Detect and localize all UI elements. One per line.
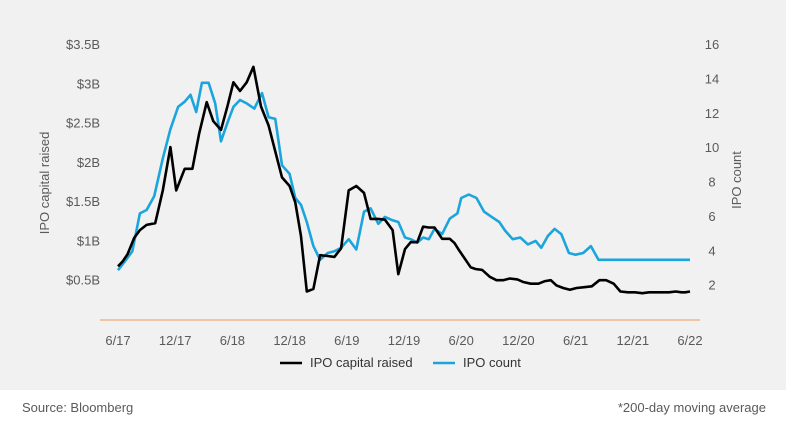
left-tick-label: $2B [77,155,100,170]
left-tick-label: $3B [77,76,100,91]
x-tick-label: 12/19 [388,333,421,348]
right-tick-label: 10 [705,140,719,155]
chart-panel [0,0,786,390]
ipo-capital-line [117,65,691,295]
x-tick-label: 6/18 [220,333,245,348]
ipo-count-line [116,81,690,271]
x-axis-ticks: 6/17 12/17 6/18 12/18 6/19 12/19 6/20 12/20 6/21… [105,333,702,348]
x-tick-label: 6/22 [677,333,702,348]
footnote: *200-day moving average [617,400,766,415]
left-tick-label: $1.5B [66,194,100,209]
right-axis-ticks: 2 4 6 8 10 12 14 16 [705,37,719,293]
left-axis-ticks: $0.5B $1B $1.5B $2B $2.5B $3B $3.5B [66,37,100,288]
x-tick-label: 12/18 [273,333,306,348]
right-tick-label: 8 [708,175,715,190]
right-tick-label: 6 [708,209,715,224]
x-tick-label: 6/19 [334,333,359,348]
right-tick-label: 14 [705,71,719,86]
source-note: Source: Bloomberg [22,400,134,415]
ipo-chart: $0.5B $1B $1.5B $2B $2.5B $3B $3.5B 2 4 6 8 10 12 14… [37,37,744,370]
left-tick-label: $3.5B [66,37,100,52]
x-tick-label: 6/17 [105,333,130,348]
left-axis-title: IPO capital raised [37,132,52,235]
right-tick-label: 16 [705,37,719,52]
legend-label-count: IPO count [463,355,521,370]
x-tick-label: 6/21 [563,333,588,348]
right-tick-label: 4 [708,243,715,258]
x-tick-label: 12/17 [159,333,192,348]
x-tick-label: 12/20 [502,333,535,348]
left-tick-label: $2.5B [66,116,100,131]
legend-label-capital: IPO capital raised [310,355,413,370]
x-tick-label: 12/21 [617,333,650,348]
left-tick-label: $1B [77,233,100,248]
right-tick-label: 2 [708,278,715,293]
legend: IPO capital raised IPO count [280,355,521,370]
left-tick-label: $0.5B [66,273,100,288]
x-tick-label: 6/20 [449,333,474,348]
right-axis-title: IPO count [729,151,744,209]
right-tick-label: 12 [705,106,719,121]
